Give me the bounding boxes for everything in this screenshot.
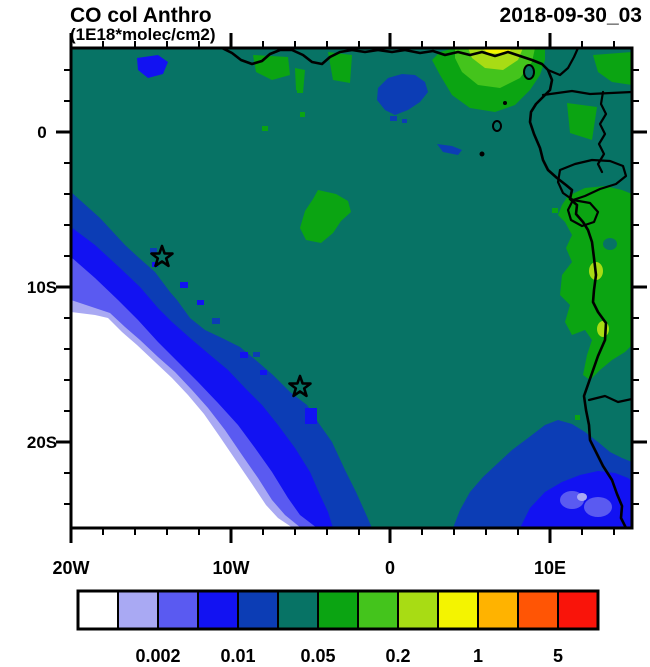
plot-units-subtitle: (1E18*molec/cm2) bbox=[70, 25, 216, 44]
colorbar-frame bbox=[76, 589, 600, 631]
contour-speckle-1 bbox=[180, 282, 188, 288]
colorbar-box-2 bbox=[157, 590, 199, 630]
colorbar-label: 0.01 bbox=[220, 646, 255, 666]
contour-speckle-4 bbox=[260, 370, 267, 375]
coastline bbox=[220, 48, 628, 528]
colorbar-box-1 bbox=[117, 590, 159, 630]
contour-speckle-12 bbox=[300, 112, 305, 117]
x-tick-label: 10W bbox=[212, 558, 249, 578]
colorbar-label: 0.05 bbox=[300, 646, 335, 666]
plot-timestamp: 2018-09-30_03 bbox=[500, 4, 642, 27]
contour-speckle-15 bbox=[552, 208, 558, 213]
contour-speckle-11 bbox=[297, 88, 303, 93]
country-border-4 bbox=[587, 394, 632, 404]
island-bioko bbox=[523, 64, 535, 80]
colorbar-box-4 bbox=[237, 590, 279, 630]
colorbar-layer: 0.002 0.01 0.05 0.2 1 5 bbox=[76, 589, 600, 666]
island-principe bbox=[492, 120, 502, 132]
contour-region-green-topcenter-b bbox=[295, 68, 305, 93]
contour-speckle-14 bbox=[575, 415, 580, 420]
colorbar-box-10 bbox=[477, 590, 519, 630]
country-border-3 bbox=[566, 198, 600, 228]
contour-speckle-3 bbox=[240, 352, 248, 358]
contour-region-central-streak-darkblue bbox=[437, 144, 462, 155]
x-tick-label: 0 bbox=[385, 558, 395, 578]
country-border-0 bbox=[541, 89, 632, 97]
coast-dot bbox=[503, 101, 507, 105]
y-tick-label: 0 bbox=[37, 123, 46, 142]
colorbar-box-11 bbox=[517, 590, 559, 630]
x-tick-label: 10E bbox=[534, 558, 566, 578]
x-tick-label: 20W bbox=[52, 558, 89, 578]
contour-region-green-mid-blob bbox=[300, 190, 351, 243]
colorbar-label: 5 bbox=[553, 646, 563, 666]
colorbar-box-3 bbox=[197, 590, 239, 630]
contour-speckle-6 bbox=[150, 248, 157, 253]
contour-strip-teal-hole bbox=[603, 238, 617, 250]
contour-se-periwinkle-blob-2 bbox=[584, 497, 612, 517]
country-border-2 bbox=[556, 158, 628, 202]
colorbar-box-12 bbox=[557, 590, 599, 630]
y-tick-label: 20S bbox=[27, 433, 57, 452]
contour-speckle-8 bbox=[253, 352, 260, 357]
contour-region-sw-region-white bbox=[71, 312, 293, 528]
colorbar-box-6 bbox=[317, 590, 359, 630]
colorbar-box-0 bbox=[77, 590, 119, 630]
contour-speckle-5 bbox=[305, 408, 317, 424]
colorbar-label: 1 bbox=[473, 646, 483, 666]
contour-speckle-2 bbox=[197, 300, 204, 305]
contour-region-coastal-green-topright bbox=[593, 52, 632, 85]
contour-speckle-7 bbox=[212, 318, 220, 324]
contour-se-lightperiwinkle-blob bbox=[577, 493, 587, 501]
contour-speckle-9 bbox=[390, 116, 397, 121]
plot-title: CO col Anthro bbox=[70, 4, 212, 27]
island-sao-tome bbox=[479, 151, 485, 157]
contour-speckle-10 bbox=[402, 119, 407, 123]
y-tick-label: 10S bbox=[27, 278, 57, 297]
star-marker-0 bbox=[150, 244, 174, 268]
star-marker-1 bbox=[288, 374, 312, 398]
contour-region-nw-blob-blue bbox=[137, 55, 168, 78]
contour-region-green-topcenter-c bbox=[328, 52, 352, 83]
contour-region-green-east-upper bbox=[567, 103, 597, 140]
contour-region-central-blob-darkblue bbox=[377, 74, 428, 115]
colorbar-label: 0.2 bbox=[385, 646, 410, 666]
colorbar-box-7 bbox=[357, 590, 399, 630]
map-line-layer bbox=[150, 48, 632, 528]
colorbar-box-8 bbox=[397, 590, 439, 630]
map-fill-layer bbox=[71, 48, 632, 528]
contour-speckle-13 bbox=[262, 126, 268, 131]
axes-layer: 20W 10W 0 10E 0 10S 20S bbox=[27, 33, 647, 578]
country-border-5 bbox=[546, 48, 580, 77]
colorbar-label: 0.002 bbox=[135, 646, 180, 666]
colorbar-box-5 bbox=[277, 590, 319, 630]
colorbar-box-9 bbox=[437, 590, 479, 630]
